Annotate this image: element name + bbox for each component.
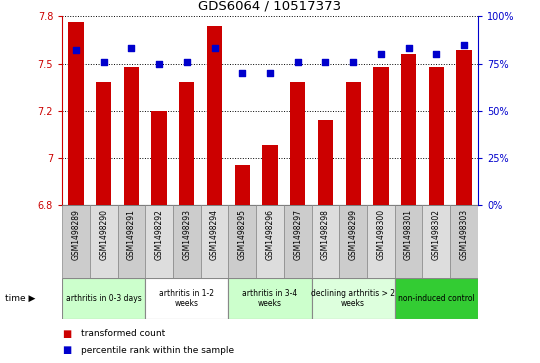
Text: arthritis in 1-2
weeks: arthritis in 1-2 weeks xyxy=(159,289,214,308)
Text: GSM1498289: GSM1498289 xyxy=(71,209,80,260)
Text: GSM1498293: GSM1498293 xyxy=(183,209,191,260)
Bar xyxy=(401,54,416,205)
Bar xyxy=(201,205,228,278)
Bar xyxy=(235,166,250,205)
Point xyxy=(72,48,80,53)
Bar xyxy=(145,205,173,278)
Text: time ▶: time ▶ xyxy=(5,294,36,303)
Point xyxy=(266,70,274,76)
Text: GSM1498300: GSM1498300 xyxy=(376,209,386,260)
Bar xyxy=(96,82,111,205)
Bar xyxy=(207,26,222,205)
Text: GSM1498297: GSM1498297 xyxy=(293,209,302,260)
Point xyxy=(432,51,441,57)
Bar xyxy=(395,278,478,319)
Text: ■: ■ xyxy=(62,345,71,355)
Text: GSM1498292: GSM1498292 xyxy=(154,209,164,260)
Point xyxy=(155,61,164,66)
Text: arthritis in 3-4
weeks: arthritis in 3-4 weeks xyxy=(242,289,298,308)
Text: GSM1498302: GSM1498302 xyxy=(432,209,441,260)
Point xyxy=(99,59,108,65)
Bar xyxy=(284,205,312,278)
Bar xyxy=(456,50,471,205)
Point xyxy=(127,45,136,51)
Bar xyxy=(256,205,284,278)
Bar xyxy=(179,82,194,205)
Bar xyxy=(395,205,422,278)
Text: percentile rank within the sample: percentile rank within the sample xyxy=(81,346,234,355)
Point xyxy=(404,45,413,51)
Bar xyxy=(69,22,84,205)
Text: GDS6064 / 10517373: GDS6064 / 10517373 xyxy=(198,0,342,13)
Bar xyxy=(312,278,395,319)
Text: declining arthritis > 2
weeks: declining arthritis > 2 weeks xyxy=(311,289,395,308)
Point xyxy=(460,42,468,48)
Text: GSM1498291: GSM1498291 xyxy=(127,209,136,260)
Bar xyxy=(367,205,395,278)
Bar xyxy=(422,205,450,278)
Text: GSM1498296: GSM1498296 xyxy=(266,209,274,260)
Text: GSM1498290: GSM1498290 xyxy=(99,209,108,260)
Bar xyxy=(228,278,312,319)
Text: non-induced control: non-induced control xyxy=(398,294,475,303)
Point xyxy=(349,59,357,65)
Bar xyxy=(173,205,201,278)
Text: GSM1498298: GSM1498298 xyxy=(321,209,330,260)
Text: GSM1498294: GSM1498294 xyxy=(210,209,219,260)
Bar xyxy=(228,205,256,278)
Bar xyxy=(346,82,361,205)
Bar xyxy=(152,111,167,205)
Text: arthritis in 0-3 days: arthritis in 0-3 days xyxy=(66,294,141,303)
Bar xyxy=(145,278,228,319)
Text: GSM1498299: GSM1498299 xyxy=(349,209,357,260)
Bar xyxy=(373,67,388,205)
Bar xyxy=(262,145,278,205)
Point xyxy=(293,59,302,65)
Bar xyxy=(118,205,145,278)
Point xyxy=(321,59,330,65)
Text: GSM1498301: GSM1498301 xyxy=(404,209,413,260)
Text: transformed count: transformed count xyxy=(81,330,165,338)
Bar xyxy=(318,120,333,205)
Bar xyxy=(62,278,145,319)
Point xyxy=(238,70,247,76)
Bar xyxy=(62,205,90,278)
Text: GSM1498303: GSM1498303 xyxy=(460,209,469,260)
Bar xyxy=(290,82,305,205)
Bar xyxy=(312,205,339,278)
Bar xyxy=(339,205,367,278)
Bar xyxy=(90,205,118,278)
Point xyxy=(210,45,219,51)
Bar xyxy=(450,205,478,278)
Bar xyxy=(124,67,139,205)
Bar xyxy=(429,67,444,205)
Text: GSM1498295: GSM1498295 xyxy=(238,209,247,260)
Point xyxy=(183,59,191,65)
Text: ■: ■ xyxy=(62,329,71,339)
Point xyxy=(376,51,385,57)
